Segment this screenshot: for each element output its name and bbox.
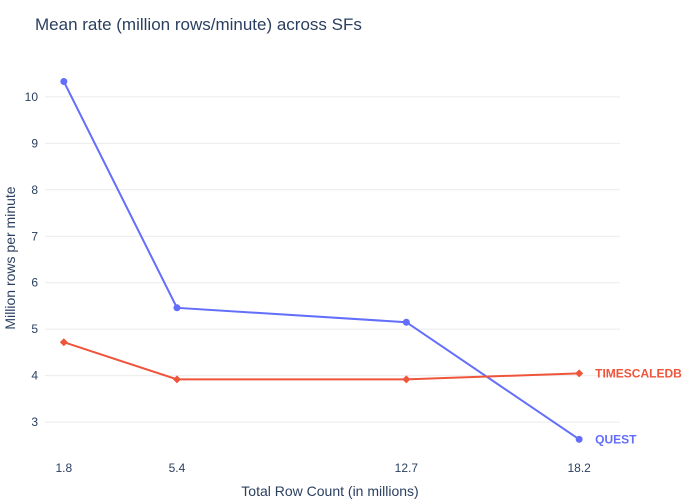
y-tick-label: 7 — [31, 229, 38, 243]
series-label-quest: QUEST — [595, 432, 637, 446]
data-point-timescaledb — [402, 375, 411, 384]
data-point-timescaledb — [59, 338, 68, 347]
x-axis-title: Total Row Count (in millions) — [241, 483, 418, 499]
x-tick-label: 12.7 — [395, 461, 419, 475]
y-tick-label: 5 — [31, 322, 38, 336]
y-tick-label: 8 — [31, 183, 38, 197]
series-line-quest — [62, 81, 580, 441]
data-point-timescaledb — [575, 369, 584, 378]
series-labels: QUEST TIMESCALEDB — [595, 366, 682, 446]
data-point-quest — [173, 304, 181, 312]
data-point-timescaledb — [172, 375, 181, 384]
x-tick-label: 5.4 — [169, 461, 186, 475]
y-axis-ticks: 3 4 5 6 7 8 9 10 — [25, 90, 39, 429]
series-line-timescaledb — [63, 341, 580, 381]
y-tick-label: 4 — [31, 369, 38, 383]
y-tick-label: 6 — [31, 276, 38, 290]
x-tick-label: 1.8 — [56, 461, 73, 475]
y-axis-title: Million rows per minute — [2, 186, 18, 329]
x-axis-ticks: 1.8 5.4 12.7 18.2 — [56, 461, 592, 475]
series-layer — [59, 78, 584, 443]
chart-title: Mean rate (million rows/minute) across S… — [35, 15, 362, 34]
x-tick-label: 18.2 — [567, 461, 591, 475]
y-tick-label: 3 — [31, 415, 38, 429]
data-point-quest — [402, 318, 410, 326]
gridlines — [45, 96, 620, 423]
data-point-quest — [575, 435, 583, 443]
y-tick-label: 10 — [25, 90, 39, 104]
series-label-timescaledb: TIMESCALEDB — [595, 366, 682, 380]
y-tick-label: 9 — [31, 136, 38, 150]
data-point-quest — [60, 78, 68, 86]
